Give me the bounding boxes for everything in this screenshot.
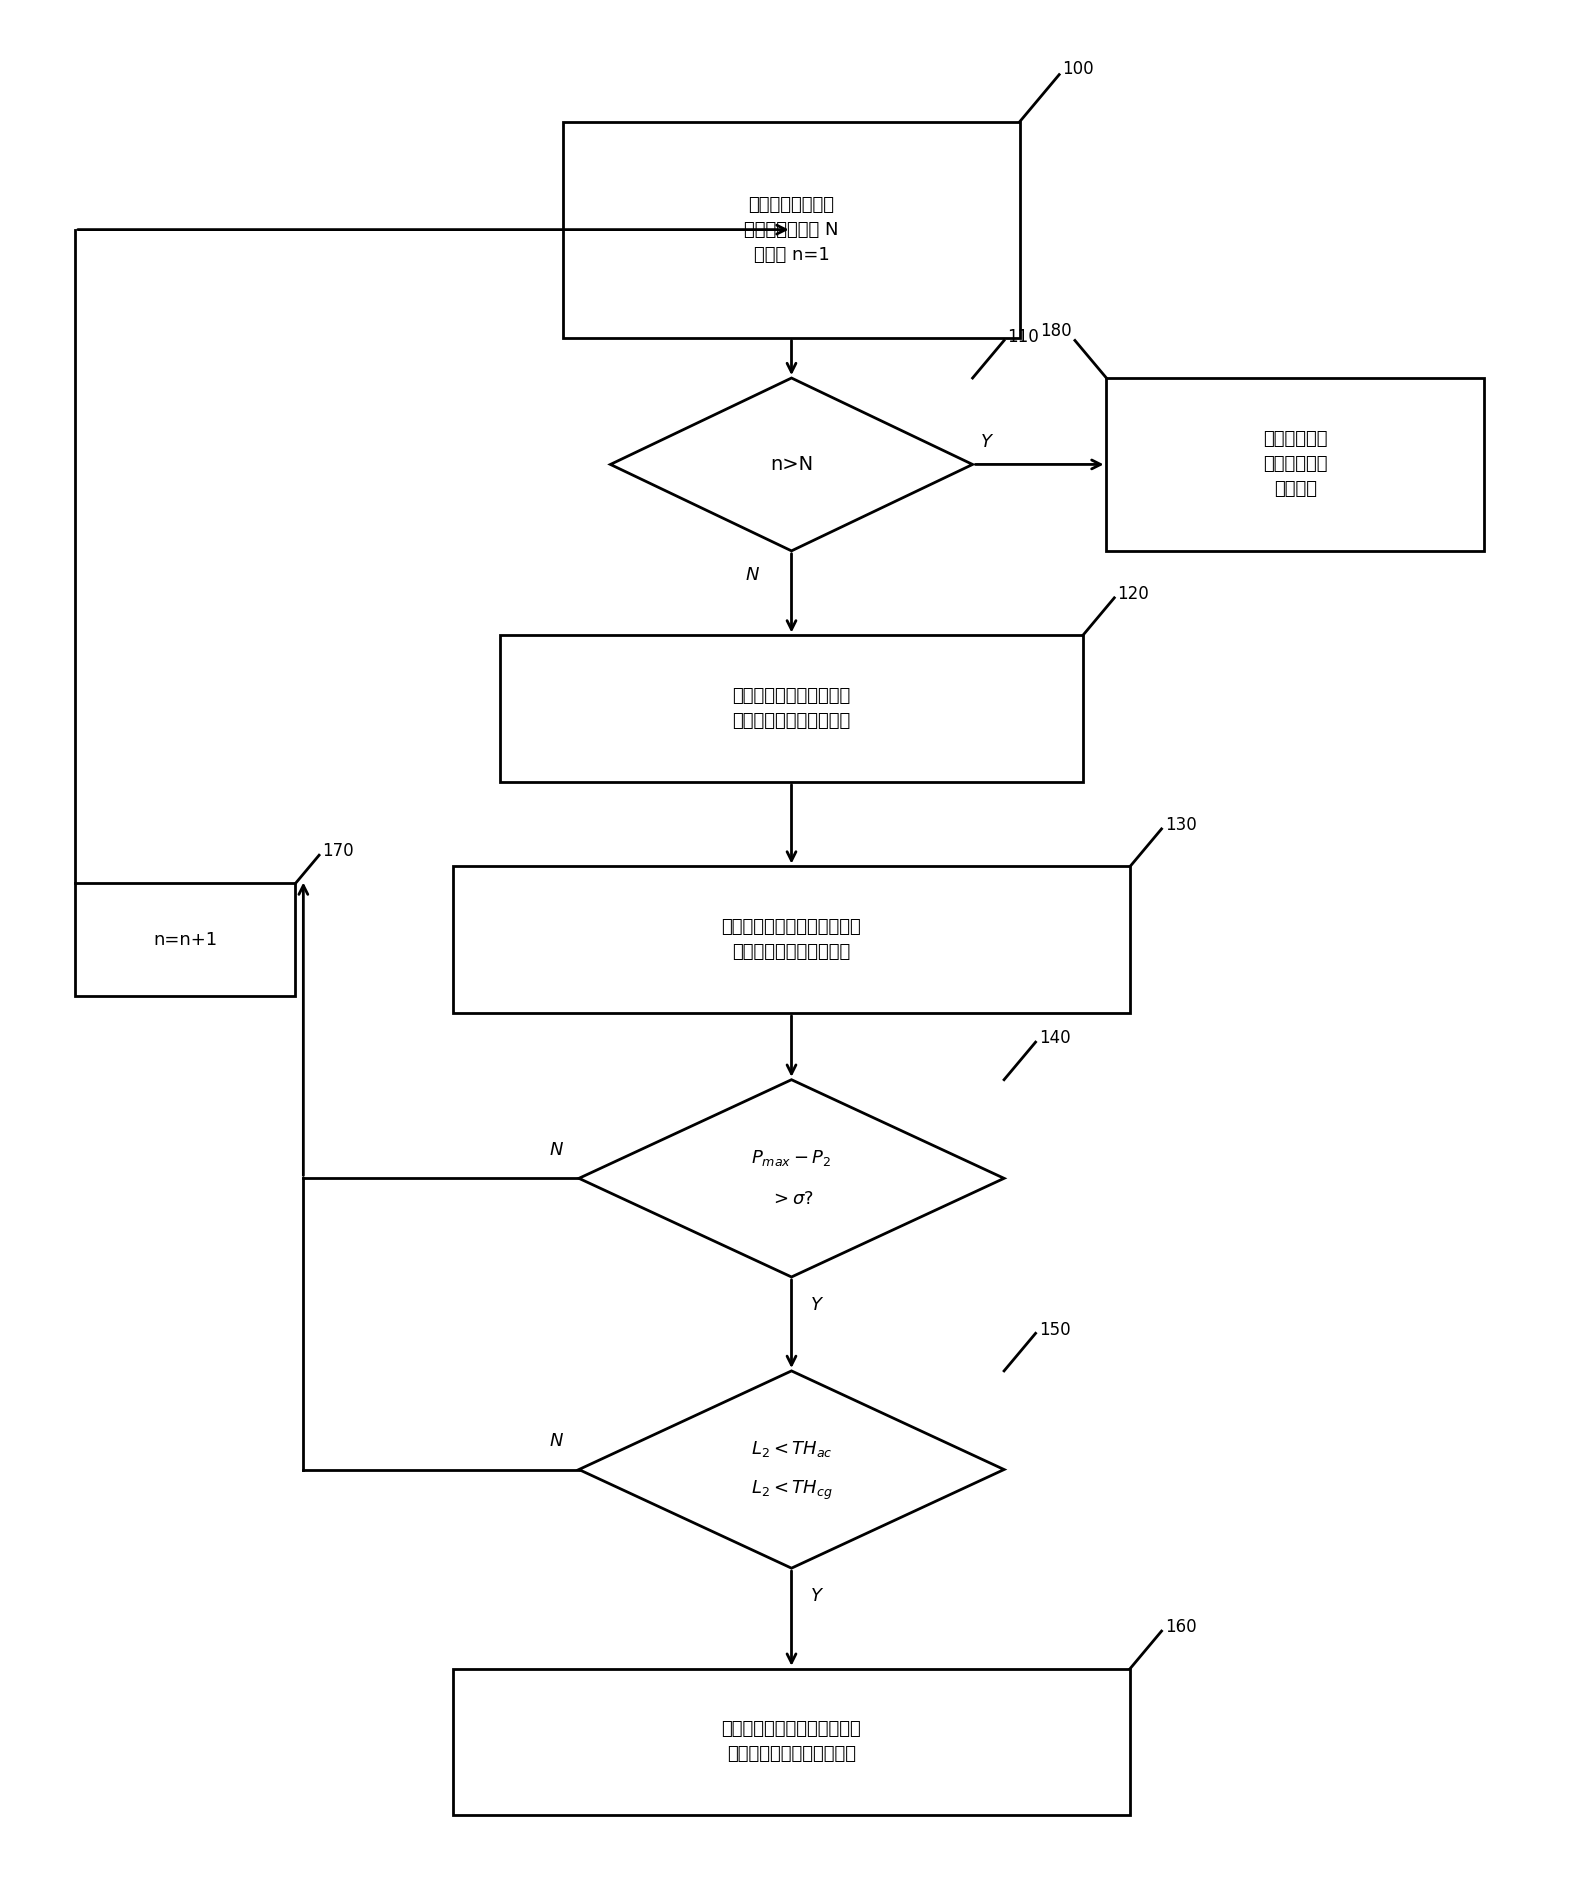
Text: $P_{max}-P_2$: $P_{max}-P_2$ <box>752 1147 831 1168</box>
Text: 不对用户终端
的下行带宽进
行重配置: 不对用户终端 的下行带宽进 行重配置 <box>1263 430 1328 498</box>
Polygon shape <box>611 377 972 551</box>
Bar <box>564 121 1019 338</box>
Text: 170: 170 <box>323 842 355 860</box>
Text: 140: 140 <box>1038 1030 1070 1047</box>
Text: $>\sigma?$: $>\sigma?$ <box>769 1191 814 1208</box>
Text: 120: 120 <box>1118 585 1149 604</box>
Bar <box>453 866 1130 1013</box>
Text: n>N: n>N <box>769 455 814 474</box>
Text: 根据该最大目标信道带宽对用
户终端进行下行信道重配置: 根据该最大目标信道带宽对用 户终端进行下行信道重配置 <box>722 1721 861 1764</box>
Bar <box>453 1668 1130 1815</box>
Polygon shape <box>579 1370 1004 1568</box>
Text: 100: 100 <box>1062 60 1094 77</box>
Text: N: N <box>549 1432 564 1451</box>
Text: 130: 130 <box>1165 817 1197 834</box>
Text: 110: 110 <box>1007 328 1038 345</box>
Text: 150: 150 <box>1038 1321 1070 1338</box>
Text: $L_2<TH_{cg}$: $L_2<TH_{cg}$ <box>750 1479 833 1502</box>
Bar <box>1107 377 1485 551</box>
Text: 160: 160 <box>1165 1619 1197 1636</box>
Text: Y: Y <box>810 1587 822 1606</box>
Text: 获取用户终端的目
标下行信道带宽 N
个，设 n=1: 获取用户终端的目 标下行信道带宽 N 个，设 n=1 <box>744 196 839 264</box>
Text: N: N <box>549 1142 564 1159</box>
Text: 选择目标下行信道带宽中
下行信道带宽最大的一个: 选择目标下行信道带宽中 下行信道带宽最大的一个 <box>733 687 850 730</box>
Text: Y: Y <box>980 432 991 451</box>
Text: 180: 180 <box>1040 323 1072 340</box>
Text: N: N <box>746 566 758 583</box>
Bar <box>74 883 296 996</box>
Text: n=n+1: n=n+1 <box>154 930 217 949</box>
Text: 计算该最大的下行信道带宽的
下行发射功率和下行负载: 计算该最大的下行信道带宽的 下行发射功率和下行负载 <box>722 919 861 960</box>
Text: Y: Y <box>810 1296 822 1313</box>
Text: $L_2<TH_{ac}$: $L_2<TH_{ac}$ <box>750 1440 833 1459</box>
Polygon shape <box>579 1079 1004 1277</box>
Bar <box>500 636 1083 781</box>
